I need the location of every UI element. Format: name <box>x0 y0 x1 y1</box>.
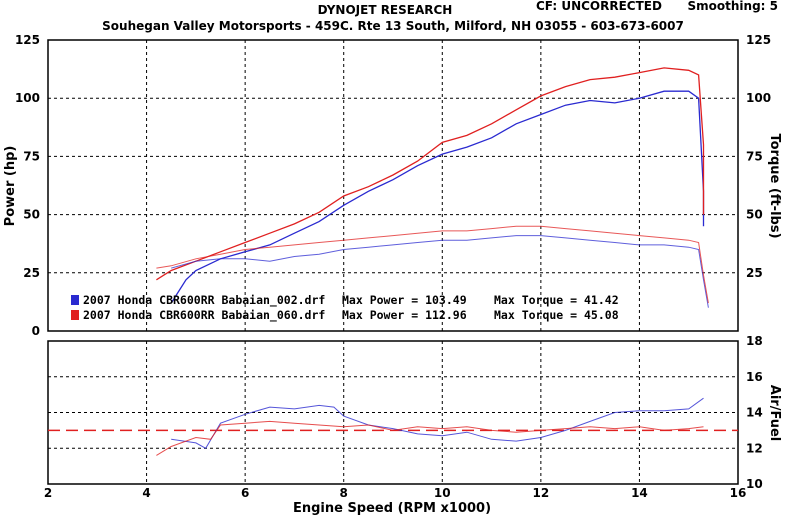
rpm-tick-label: 14 <box>631 486 648 500</box>
torque-tick-label: 100 <box>746 91 771 105</box>
chart-title: DYNOJET RESEARCH <box>318 3 453 17</box>
cf-label: CF: UNCORRECTED <box>536 0 662 13</box>
legend-max-power-run-2: Max Power = 112.96 <box>342 308 467 322</box>
legend-file-run-1: 2007 Honda CBR600RR Babaian_002.drf <box>83 293 325 308</box>
torque-tick-label: 25 <box>746 266 763 280</box>
legend: 2007 Honda CBR600RR Babaian_002.drf Max … <box>71 293 619 323</box>
legend-max-torque-run-1: Max Torque = 41.42 <box>494 293 619 307</box>
air-fuel-series <box>48 397 738 456</box>
power-tick-label: 0 <box>32 324 40 338</box>
power-curve <box>156 67 705 281</box>
air-fuel-tick-label: 12 <box>746 441 763 455</box>
air-fuel-grid <box>48 341 738 484</box>
air-fuel-tick-label: 18 <box>746 334 763 348</box>
legend-swatch-run-2 <box>71 310 79 320</box>
legend-swatch-run-1 <box>71 295 79 305</box>
torque-tick-label: 50 <box>746 208 763 222</box>
power-tick-label: 50 <box>23 208 40 222</box>
power-tick-label: 125 <box>15 33 40 47</box>
rpm-tick-label: 6 <box>241 486 249 500</box>
torque-curve <box>156 225 709 304</box>
power-torque-frame <box>47 39 739 332</box>
torque-axis-label: Torque (ft-lbs) <box>767 133 782 238</box>
power-torque-panel: 0 25 50 75 100 125 25 50 75 100 125 Power (hp) To… <box>3 33 782 338</box>
air-fuel-curve <box>156 420 704 456</box>
legend-max-torque-run-2: Max Torque = 45.08 <box>494 308 619 322</box>
power-torque-series <box>156 67 709 308</box>
rpm-tick-label: 10 <box>434 486 451 500</box>
torque-tick-label: 125 <box>746 33 771 47</box>
power-tick-label: 25 <box>23 266 40 280</box>
power-axis-label: Power (hp) <box>3 146 18 227</box>
air-fuel-panel: 10 12 14 16 18 Air/Fuel <box>47 334 782 491</box>
rpm-tick-label: 4 <box>142 486 150 500</box>
power-curve <box>170 90 705 304</box>
rpm-tick-label: 2 <box>44 486 52 500</box>
air-fuel-curve <box>171 397 704 449</box>
rpm-tick-label: 12 <box>533 486 550 500</box>
air-fuel-tick-label: 16 <box>746 370 763 384</box>
smoothing-label: Smoothing: 5 <box>688 0 779 13</box>
power-tick-label: 75 <box>23 149 40 163</box>
air-fuel-axis-label: Air/Fuel <box>767 385 782 441</box>
torque-curve <box>171 235 709 308</box>
air-fuel-axis-ticks: 10 12 14 16 18 <box>746 334 763 491</box>
legend-entry-run-2: 2007 Honda CBR600RR Babaian_060.drf Max … <box>71 308 619 323</box>
rpm-tick-label: 8 <box>340 486 348 500</box>
legend-max-power-run-1: Max Power = 103.49 <box>342 293 467 307</box>
shop-info: Souhegan Valley Motorsports - 459C. Rte … <box>102 19 684 33</box>
legend-file-run-2: 2007 Honda CBR600RR Babaian_060.drf <box>83 308 325 323</box>
power-tick-label: 100 <box>15 91 40 105</box>
rpm-axis-ticks: 2 4 6 8 10 12 14 16 <box>44 486 747 500</box>
torque-axis-ticks: 25 50 75 100 125 <box>746 33 771 280</box>
power-axis-ticks: 0 25 50 75 100 125 <box>15 33 40 338</box>
power-torque-grid <box>48 40 738 331</box>
air-fuel-tick-label: 14 <box>746 406 763 420</box>
legend-entry-run-1: 2007 Honda CBR600RR Babaian_002.drf Max … <box>71 293 619 308</box>
rpm-tick-label: 16 <box>730 486 747 500</box>
air-fuel-tick-label: 10 <box>746 477 763 491</box>
rpm-axis-label: Engine Speed (RPM x1000) <box>293 501 491 516</box>
torque-tick-label: 75 <box>746 149 763 163</box>
air-fuel-frame <box>47 340 739 485</box>
